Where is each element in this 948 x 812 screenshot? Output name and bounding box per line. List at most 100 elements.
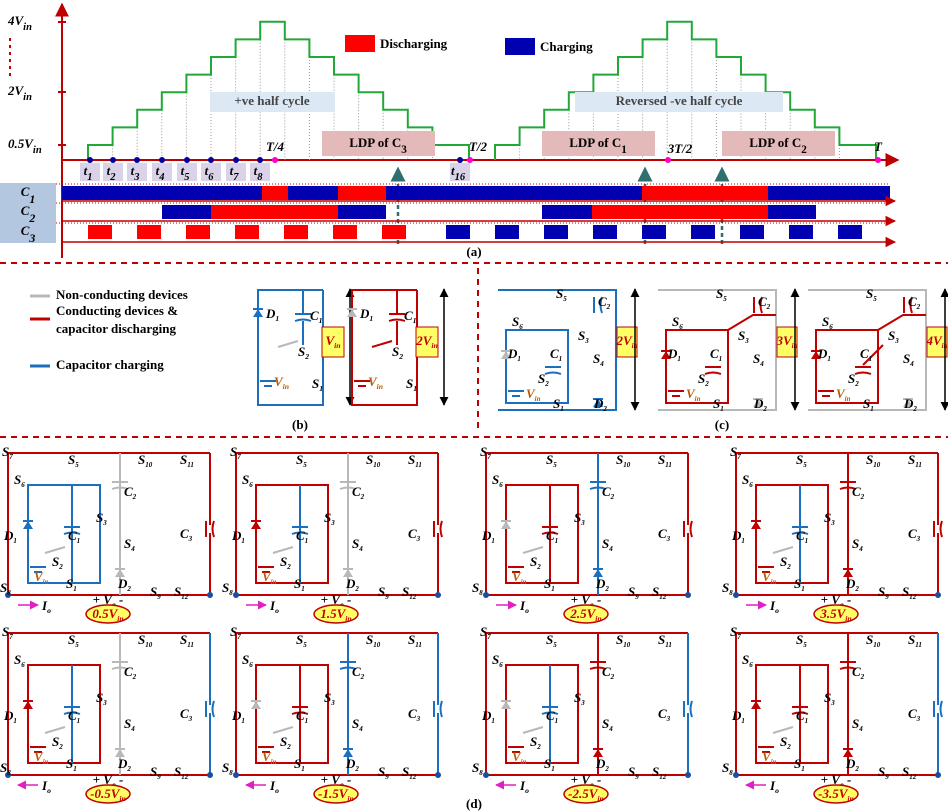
component-label-main: D bbox=[265, 306, 276, 321]
component-label-sub: 9 bbox=[885, 773, 889, 781]
component-label-sub: 2 bbox=[126, 765, 131, 773]
diode bbox=[251, 701, 261, 709]
component-label-sub: 8 bbox=[229, 589, 233, 597]
current-label-sub: o bbox=[525, 606, 529, 615]
component-label: Vin bbox=[34, 749, 49, 766]
output-label-main: 4V bbox=[925, 333, 943, 348]
output-label-main: 3.5V bbox=[819, 606, 846, 621]
component-label-sub: 2 bbox=[398, 352, 403, 361]
ldp-label-sub: 2 bbox=[801, 144, 807, 156]
capacitor bbox=[295, 320, 311, 322]
current-label-sub: o bbox=[275, 606, 279, 615]
component-label: S10 bbox=[616, 452, 631, 469]
component-label: S4 bbox=[602, 716, 613, 733]
component-label-main: D bbox=[845, 576, 856, 591]
component-label-main: C bbox=[602, 484, 611, 499]
time-dot bbox=[665, 157, 671, 163]
component-label-main: S bbox=[658, 452, 665, 467]
voltage-label-tail: - bbox=[594, 592, 602, 607]
component-label-main: C bbox=[352, 484, 361, 499]
component-label-sub: 6 bbox=[249, 481, 253, 489]
t-label-sub: 3 bbox=[133, 172, 139, 183]
component-label-main: S bbox=[848, 371, 855, 386]
state-bar bbox=[382, 225, 406, 239]
state-bar bbox=[542, 205, 592, 219]
component-label: C2 bbox=[852, 664, 865, 681]
component-label: S11 bbox=[180, 632, 194, 649]
component-label-main: S bbox=[312, 376, 319, 391]
ldp-label-main: LDP of C bbox=[349, 135, 401, 150]
component-label-sub: 1 bbox=[305, 717, 309, 725]
row-label-main: C bbox=[21, 223, 30, 238]
component-label-sub: 2 bbox=[536, 563, 541, 571]
component-label-sub: 1 bbox=[741, 537, 745, 545]
component-label: C1 bbox=[796, 708, 808, 725]
row-label-main: C bbox=[21, 203, 30, 218]
component-label-main: C bbox=[658, 706, 667, 721]
component-label-main: S bbox=[824, 690, 831, 705]
caption: (c) bbox=[715, 417, 729, 432]
output-label-main: 2V bbox=[415, 333, 433, 348]
component-label-main: S bbox=[66, 756, 73, 771]
component-label-sub: 4 bbox=[130, 545, 135, 553]
component-label-main: S bbox=[280, 554, 287, 569]
current-label-sub: o bbox=[525, 786, 529, 795]
component-label-sub: 5 bbox=[803, 641, 807, 649]
component-label: C2 bbox=[852, 484, 865, 501]
component-label-main: D bbox=[845, 756, 856, 771]
component-label: S3 bbox=[824, 690, 835, 707]
component-label-main: S bbox=[824, 510, 831, 525]
current-label: Io bbox=[519, 598, 529, 615]
component-label: C1 bbox=[296, 708, 308, 725]
component-label-sub: 9 bbox=[635, 593, 639, 601]
component-label-sub: 10 bbox=[145, 641, 153, 649]
component-label: S6 bbox=[492, 652, 503, 669]
output-label-sub: in bbox=[119, 794, 125, 803]
node bbox=[435, 592, 441, 598]
component-label-sub: 1 bbox=[305, 537, 309, 545]
component-label-main: C bbox=[352, 664, 361, 679]
component-label: C1 bbox=[310, 308, 323, 325]
component-label-main: C bbox=[598, 294, 607, 309]
component-label-sub: 7 bbox=[487, 453, 491, 461]
component-label-sub: 5 bbox=[563, 295, 567, 303]
component-label-main: C bbox=[296, 528, 305, 543]
wire bbox=[728, 315, 776, 330]
component-label-sub: 2 bbox=[860, 673, 865, 681]
component-label-sub: 2 bbox=[544, 380, 549, 388]
component-label-main: S bbox=[878, 764, 885, 779]
switch bbox=[523, 727, 543, 733]
component-label: S6 bbox=[742, 472, 753, 489]
component-label-sub: 9 bbox=[157, 593, 161, 601]
component-label-sub: 6 bbox=[519, 323, 523, 331]
state-bar bbox=[262, 186, 288, 200]
component-label-main: S bbox=[294, 576, 301, 591]
component-label-main: S bbox=[296, 632, 303, 647]
legend-label: Non-conducting devices bbox=[56, 287, 188, 302]
component-label-sub: 1 bbox=[241, 537, 245, 545]
component-label-sub: in bbox=[695, 395, 701, 403]
level-label: 0.5Vin bbox=[8, 136, 42, 156]
component-label-main: D bbox=[595, 576, 606, 591]
component-label-main: S bbox=[352, 716, 359, 731]
component-label: S4 bbox=[852, 716, 863, 733]
component-label-sub: 1 bbox=[555, 717, 559, 725]
component-label-sub: 2 bbox=[58, 563, 63, 571]
component-label-main: S bbox=[280, 734, 287, 749]
component-label-sub: 2 bbox=[604, 765, 609, 773]
component-label-main: S bbox=[392, 344, 399, 359]
state-bar bbox=[333, 225, 357, 239]
component-label-main: S bbox=[716, 286, 723, 301]
component-label-sub: 2 bbox=[58, 743, 63, 751]
component-label: C2 bbox=[598, 294, 611, 311]
component-label-main: S bbox=[222, 760, 229, 775]
component-label: D2 bbox=[345, 756, 359, 773]
component-label: D1 bbox=[507, 346, 521, 363]
component-label-sub: 5 bbox=[803, 461, 807, 469]
output-label-sub: in bbox=[117, 614, 123, 623]
component-label-sub: 5 bbox=[75, 461, 79, 469]
output-label-main: 1.5V bbox=[320, 606, 346, 621]
component-label: S1 bbox=[794, 756, 805, 773]
component-label: S1 bbox=[553, 396, 564, 413]
component-label: Vin bbox=[262, 749, 277, 766]
